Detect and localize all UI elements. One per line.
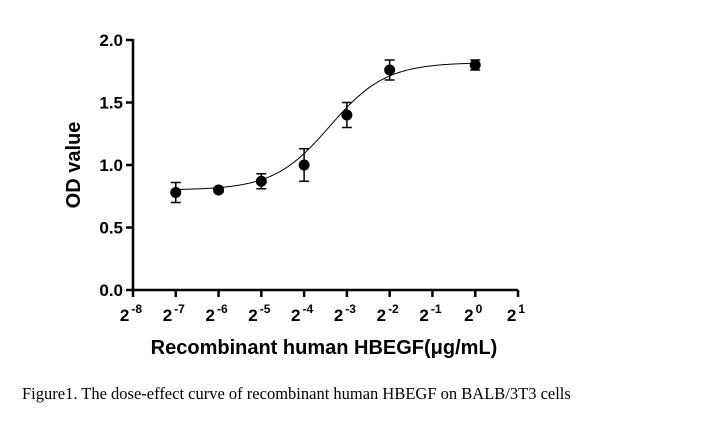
x-tick-label: 2 -3 xyxy=(334,302,356,325)
axes xyxy=(131,39,518,292)
data-marker xyxy=(469,59,481,71)
x-tick-label: 2 -2 xyxy=(377,302,399,325)
x-tick-label: 2 -6 xyxy=(205,302,227,325)
x-tick-label: 2 -8 xyxy=(120,302,142,325)
x-tick-label: 2 -4 xyxy=(291,302,313,325)
data-point xyxy=(170,181,182,204)
x-axis-ticks: 2 -8 2 -7 2 -6 2 -5 2 -4 2 -3 2 -2 2 -1 2 0 2 1 xyxy=(120,290,525,325)
x-tick-label: 2 -5 xyxy=(248,302,270,325)
data-marker xyxy=(298,159,310,171)
x-tick-label: 2 -1 xyxy=(419,302,441,325)
data-point xyxy=(255,173,267,190)
data-marker xyxy=(170,187,182,198)
data-point xyxy=(213,184,225,196)
y-tick-label: 1.0 xyxy=(99,156,123,175)
data-point xyxy=(341,101,353,129)
data-point xyxy=(469,59,481,71)
x-tick-label: 2 -7 xyxy=(163,302,185,325)
data-marker xyxy=(384,64,396,76)
data-marker xyxy=(213,184,225,196)
x-axis-label: Recombinant human HBEGF(μg/mL) xyxy=(151,337,498,359)
figure-caption: Figure1. The dose-effect curve of recomb… xyxy=(22,384,571,403)
fit-curve xyxy=(175,62,476,190)
y-tick-label: 0.5 xyxy=(99,219,123,238)
y-tick-label: 0.0 xyxy=(99,281,123,300)
y-axis-ticks: 0.0 0.5 1.0 1.5 2.0 xyxy=(99,31,133,300)
data-point xyxy=(298,148,310,182)
data-point xyxy=(384,59,396,81)
dose-response-chart: 2 -8 2 -7 2 -6 2 -5 2 -4 2 -3 2 -2 2 -1 2 0 2 1 0.0 0.5 1.0 1.… xyxy=(63,31,525,359)
y-axis-label: OD value xyxy=(63,122,85,209)
y-tick-label: 1.5 xyxy=(99,94,123,113)
data-marker xyxy=(341,109,353,121)
data-marker xyxy=(255,175,267,187)
fit-curve-line xyxy=(175,62,476,190)
y-tick-label: 2.0 xyxy=(99,31,123,50)
data-points xyxy=(170,59,481,204)
